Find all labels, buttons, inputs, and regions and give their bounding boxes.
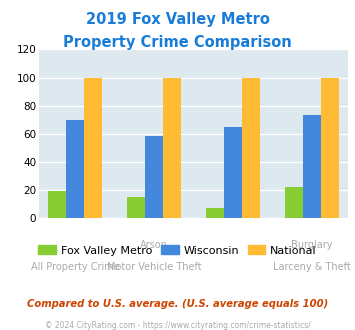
Bar [285,187,303,218]
Bar [48,191,66,218]
Bar [66,119,84,218]
Text: Motor Vehicle Theft: Motor Vehicle Theft [106,262,201,272]
Bar [127,197,145,218]
Text: Larceny & Theft: Larceny & Theft [273,262,351,272]
Bar [84,78,102,218]
Text: Burglary: Burglary [291,240,333,250]
Text: All Property Crime: All Property Crime [31,262,119,272]
Text: 2019 Fox Valley Metro: 2019 Fox Valley Metro [86,12,269,26]
Bar [242,78,260,218]
Bar [321,78,339,218]
Text: © 2024 CityRating.com - https://www.cityrating.com/crime-statistics/: © 2024 CityRating.com - https://www.city… [45,321,310,330]
Bar [206,208,224,218]
Bar [163,78,181,218]
Legend: Fox Valley Metro, Wisconsin, National: Fox Valley Metro, Wisconsin, National [34,241,321,260]
Text: Property Crime Comparison: Property Crime Comparison [63,35,292,50]
Bar [145,137,163,218]
Text: Arson: Arson [140,240,168,250]
Text: Compared to U.S. average. (U.S. average equals 100): Compared to U.S. average. (U.S. average … [27,299,328,309]
Bar [303,115,321,218]
Bar [224,127,242,218]
